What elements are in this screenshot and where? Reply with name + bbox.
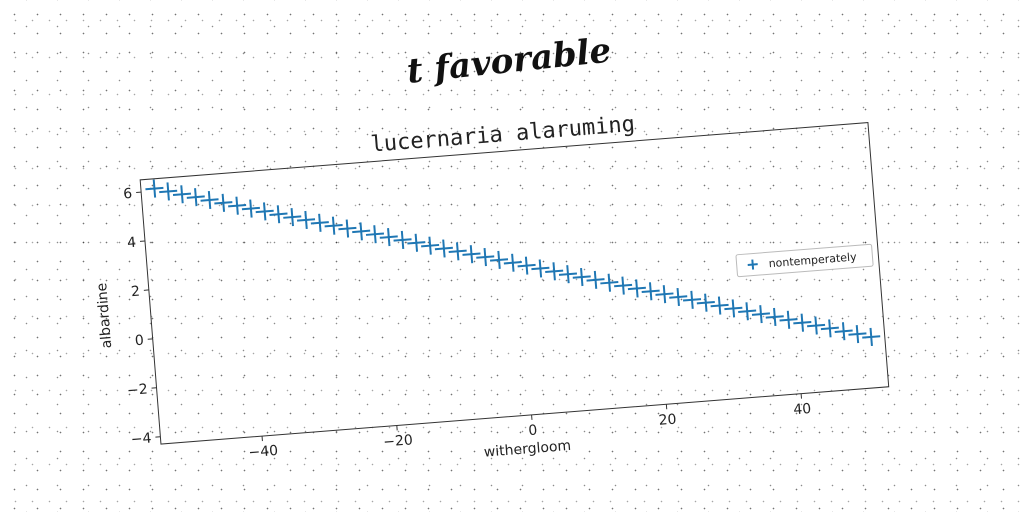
data-point bbox=[476, 248, 495, 267]
y-axis-ticks: −4 −2 0 2 4 6 bbox=[123, 186, 161, 448]
data-point bbox=[682, 290, 702, 309]
x-tick-label: −20 bbox=[383, 432, 414, 450]
data-point bbox=[462, 245, 481, 264]
data-point bbox=[200, 190, 219, 210]
data-point bbox=[807, 316, 826, 335]
x-axis-label: withergloom bbox=[483, 438, 571, 461]
data-point bbox=[297, 210, 316, 230]
data-point bbox=[379, 228, 398, 247]
legend: nontemperately bbox=[735, 243, 874, 278]
data-point bbox=[393, 230, 412, 249]
data-point bbox=[862, 327, 881, 346]
data-point bbox=[159, 182, 178, 201]
x-tick-label: −40 bbox=[248, 443, 279, 461]
data-point bbox=[751, 305, 771, 324]
data-point bbox=[269, 205, 288, 224]
data-point bbox=[586, 270, 605, 289]
data-point bbox=[241, 199, 260, 218]
y-tick-label: 4 bbox=[127, 235, 137, 252]
data-point bbox=[558, 265, 578, 284]
y-tick-label: 0 bbox=[134, 333, 144, 350]
data-point bbox=[172, 185, 192, 204]
data-point bbox=[545, 262, 564, 281]
data-point bbox=[669, 287, 688, 307]
y-tick-label: −2 bbox=[126, 382, 148, 400]
data-point bbox=[145, 179, 164, 198]
data-point bbox=[255, 202, 274, 221]
legend-plus-icon bbox=[747, 259, 758, 270]
data-point bbox=[572, 267, 591, 287]
data-point bbox=[627, 279, 646, 298]
data-point bbox=[503, 253, 522, 272]
data-point bbox=[365, 225, 385, 244]
data-point bbox=[641, 282, 660, 301]
data-point bbox=[765, 307, 784, 327]
y-tick-label: −4 bbox=[130, 430, 152, 448]
legend-box bbox=[735, 243, 874, 278]
data-point bbox=[655, 285, 674, 304]
data-point bbox=[793, 313, 812, 332]
data-point bbox=[214, 193, 233, 212]
y-tick-label: 2 bbox=[130, 284, 140, 301]
data-point bbox=[338, 219, 357, 238]
data-point bbox=[614, 276, 633, 295]
data-point bbox=[738, 302, 757, 321]
data-point bbox=[834, 322, 853, 341]
data-point bbox=[407, 233, 426, 252]
data-point bbox=[779, 310, 798, 329]
data-point bbox=[848, 325, 867, 344]
data-point bbox=[434, 239, 453, 258]
plot-frame bbox=[139, 122, 890, 445]
data-point bbox=[724, 299, 743, 318]
x-tick-label: 0 bbox=[528, 422, 538, 439]
data-point bbox=[324, 216, 343, 235]
data-point bbox=[283, 208, 302, 227]
series-marks bbox=[145, 179, 881, 346]
x-tick-label: 20 bbox=[658, 412, 677, 429]
data-point bbox=[448, 242, 467, 261]
data-point bbox=[228, 196, 247, 215]
legend-marker-icon bbox=[747, 259, 758, 270]
x-tick-label: 40 bbox=[793, 401, 812, 418]
y-axis-label: albardine bbox=[94, 282, 115, 349]
data-point bbox=[600, 273, 619, 292]
data-point bbox=[310, 213, 329, 232]
x-axis-ticks: −40 −20 0 20 40 bbox=[248, 393, 812, 461]
data-point bbox=[186, 188, 205, 207]
data-point bbox=[531, 259, 550, 278]
y-tick-label: 6 bbox=[123, 186, 133, 203]
data-point bbox=[820, 319, 839, 338]
data-point bbox=[421, 236, 440, 255]
data-point bbox=[710, 296, 729, 315]
data-point bbox=[352, 222, 371, 241]
data-point bbox=[489, 250, 509, 269]
chart-title: lucernaria alaruming bbox=[370, 112, 636, 158]
data-point bbox=[517, 256, 536, 275]
data-point bbox=[696, 293, 715, 312]
